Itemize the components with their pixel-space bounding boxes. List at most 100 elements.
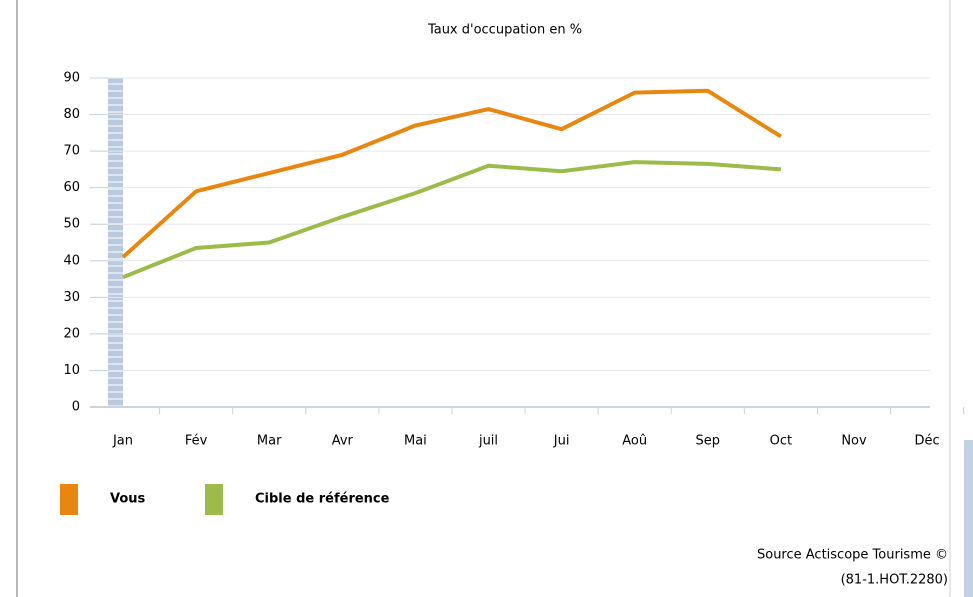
wall-stripe	[108, 181, 123, 183]
wall-stripe	[108, 106, 123, 111]
chart-title: Taux d'occupation en %	[427, 23, 582, 38]
wall-stripe	[108, 393, 123, 398]
wall-stripe	[108, 169, 123, 174]
wall-stripe	[108, 118, 123, 120]
wall-stripe	[108, 132, 123, 134]
legend-label: Cible de référence	[255, 492, 390, 507]
wall-stripe	[108, 78, 123, 83]
wall-stripe	[108, 321, 123, 323]
wall-stripe	[108, 253, 123, 258]
wall-stripe	[108, 83, 123, 85]
x-tick-label: Mar	[257, 434, 282, 449]
wall-stripe	[108, 237, 123, 239]
y-tick-label: 60	[63, 180, 80, 195]
wall-stripe	[108, 197, 123, 202]
wall-stripe	[108, 281, 123, 286]
wall-stripe	[108, 218, 123, 223]
wall-stripe	[108, 113, 123, 118]
wall-stripe	[108, 288, 123, 293]
wall-stripe	[108, 104, 123, 106]
wall-stripe	[108, 337, 123, 342]
wall-stripe	[108, 342, 123, 344]
wall-stripe	[108, 160, 123, 162]
wall-stripe	[108, 286, 123, 288]
y-tick-label: 30	[63, 290, 80, 305]
wall-stripe	[108, 134, 123, 139]
wall-stripe	[108, 358, 123, 363]
wall-stripe	[108, 265, 123, 267]
wall-stripe	[108, 153, 123, 155]
wall-stripe	[108, 274, 123, 279]
wall-stripe	[108, 370, 123, 372]
y-tick-label: 20	[63, 326, 80, 341]
x-tick-label: Jan	[112, 434, 133, 449]
wall-stripe	[108, 209, 123, 211]
x-tick-label: Nov	[841, 434, 867, 449]
wall-stripe	[108, 97, 123, 99]
wall-stripe	[108, 90, 123, 92]
wall-stripe	[108, 279, 123, 281]
source-note: Source Actiscope Tourisme ©	[757, 548, 948, 563]
x-tick-label: Avr	[332, 434, 354, 449]
wall-stripe	[108, 162, 123, 167]
wall-stripe	[108, 314, 123, 316]
wall-stripe	[108, 211, 123, 216]
wall-stripe	[108, 174, 123, 176]
x-tick-label: Aoû	[622, 434, 647, 449]
series-line	[121, 88, 782, 259]
y-tick-label: 70	[63, 144, 80, 159]
wall-stripe	[108, 400, 123, 405]
wall-stripe	[108, 260, 123, 265]
wall-stripe	[108, 230, 123, 232]
wall-stripe	[108, 99, 123, 104]
wall-stripe	[108, 232, 123, 237]
side-bar	[964, 440, 973, 597]
wall-stripe	[108, 127, 123, 132]
wall-stripe	[108, 344, 123, 349]
source-note: (81-1.HOT.2280)	[841, 573, 948, 588]
wall-stripe	[108, 328, 123, 330]
wall-stripe	[108, 195, 123, 197]
y-tick-label: 90	[63, 71, 80, 86]
legend-swatch	[205, 484, 223, 515]
wall-stripe	[108, 379, 123, 384]
x-tick-label: Oct	[770, 434, 792, 449]
wall-stripe	[108, 391, 123, 393]
wall-stripe	[108, 323, 123, 328]
y-tick-label: 10	[63, 363, 80, 378]
y-tick-label: 80	[63, 107, 80, 122]
wall-stripe	[108, 111, 123, 113]
wall-stripe	[108, 300, 123, 302]
wall-stripe	[108, 92, 123, 97]
x-tick-label: Fév	[185, 434, 208, 449]
wall-stripe	[108, 139, 123, 141]
x-tick-label: Déc	[915, 434, 940, 449]
wall-stripe	[108, 167, 123, 169]
y-tick-label: 0	[72, 400, 80, 415]
wall-stripe	[108, 386, 123, 391]
wall-stripe	[108, 335, 123, 337]
axis-wall	[108, 78, 123, 407]
legend-label: Vous	[110, 492, 146, 507]
x-tick-label: Mai	[404, 434, 427, 449]
wall-stripe	[108, 330, 123, 335]
y-tick-label: 40	[63, 253, 80, 268]
wall-stripe	[108, 155, 123, 160]
wall-stripe	[108, 188, 123, 190]
wall-stripe	[108, 349, 123, 351]
series-line	[122, 160, 782, 280]
wall-stripe	[108, 293, 123, 295]
x-tick-label: juil	[478, 434, 498, 449]
wall-stripe	[108, 356, 123, 358]
wall-stripe	[108, 251, 123, 253]
legend-swatch	[60, 484, 78, 515]
wall-stripe	[108, 258, 123, 260]
wall-stripe	[108, 384, 123, 386]
wall-stripe	[108, 190, 123, 195]
wall-stripe	[108, 125, 123, 127]
x-tick-label: Sep	[696, 434, 721, 449]
wall-stripe	[108, 365, 123, 370]
wall-stripe	[108, 148, 123, 153]
